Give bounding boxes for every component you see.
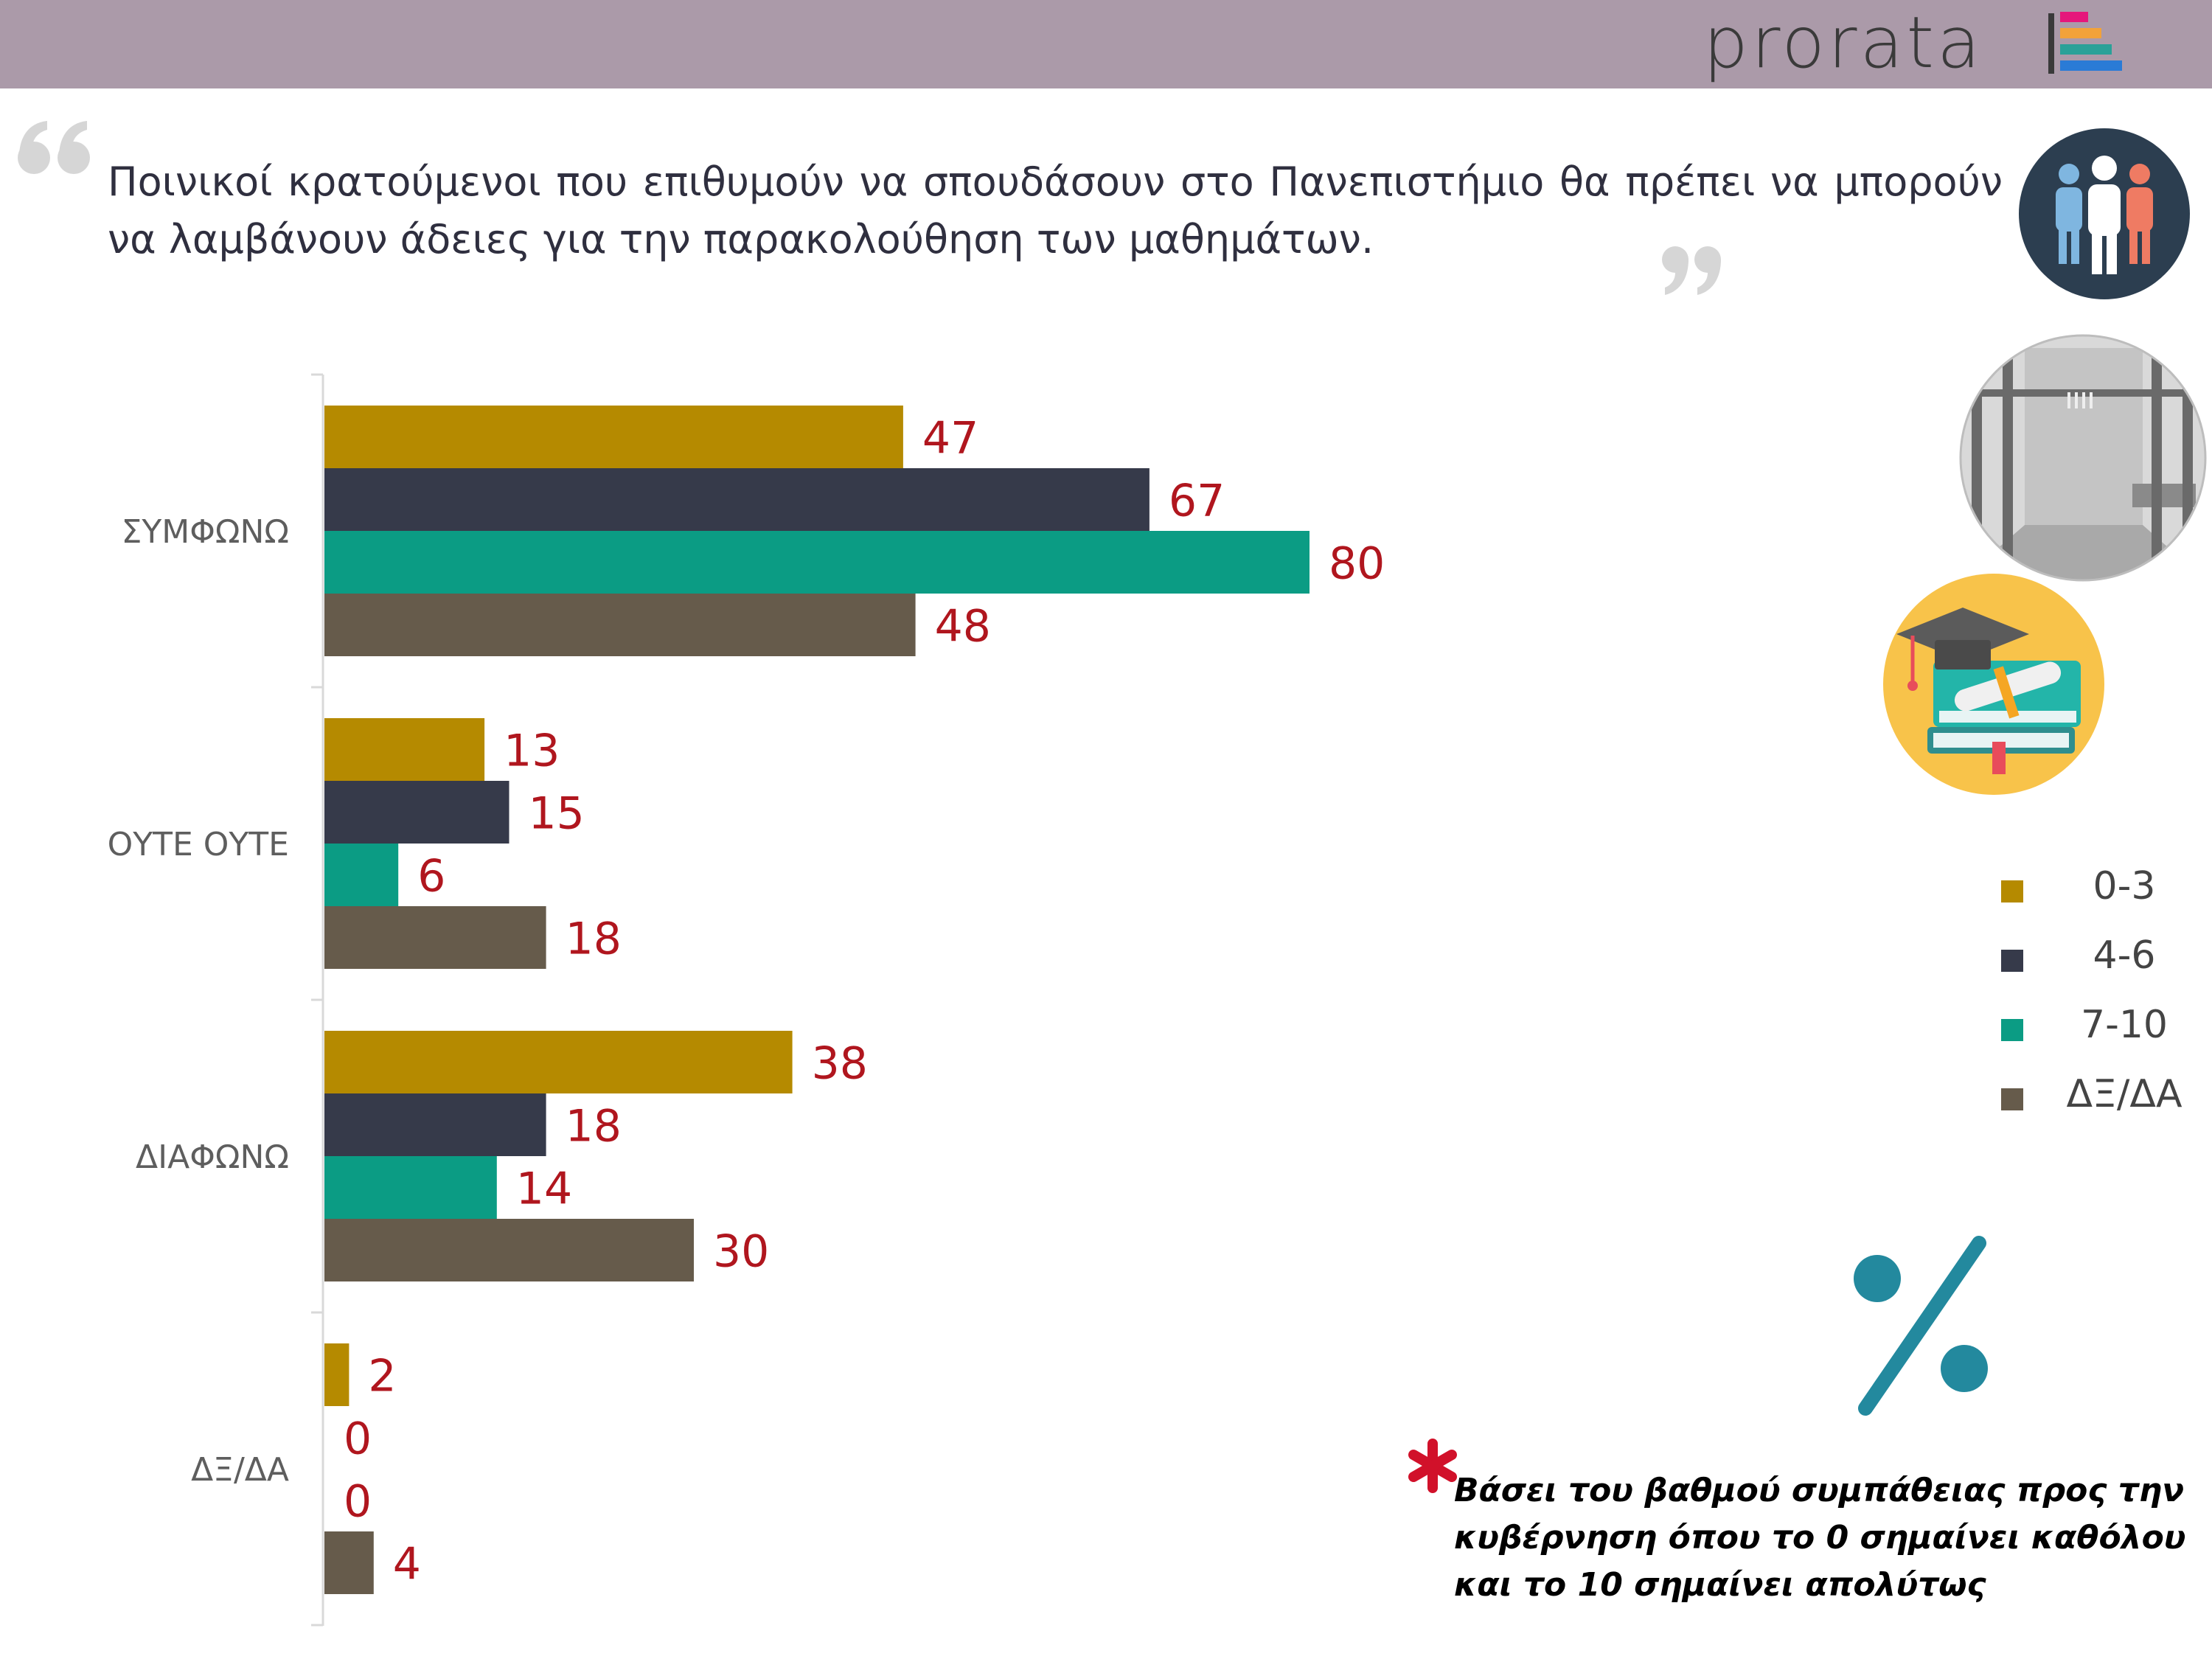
bar	[324, 906, 546, 969]
prorata-logo: prorata	[1703, 0, 2175, 88]
data-label: 67	[1169, 476, 1225, 527]
brand-bar-1	[2060, 12, 2088, 22]
bar	[324, 594, 916, 656]
category-label: ΔΙΑΦΩΝΩ	[136, 1138, 289, 1176]
data-label: 0	[344, 1413, 372, 1465]
data-label: 6	[417, 851, 445, 902]
graduation-books-icon	[1883, 574, 2104, 795]
legend-swatch	[2001, 950, 2023, 972]
legend-label: 7-10	[2080, 1003, 2168, 1047]
legend-swatch	[2001, 880, 2023, 902]
bar	[324, 468, 1150, 531]
bar	[324, 1093, 546, 1156]
legend-item: 7-10	[2001, 1003, 2208, 1072]
legend-swatch	[2001, 1019, 2023, 1041]
category-label: ΔΞ/ΔΑ	[191, 1451, 289, 1489]
brand-bar-4	[2060, 60, 2122, 71]
percent-icon	[1854, 1236, 1988, 1416]
bar	[324, 1531, 374, 1594]
data-label: 30	[713, 1226, 769, 1278]
bar	[324, 531, 1310, 594]
brand-bar-2	[2060, 28, 2101, 38]
data-label: 80	[1329, 538, 1385, 590]
quote-open-icon	[18, 121, 90, 174]
data-label: 14	[516, 1164, 572, 1215]
data-label: 48	[935, 601, 991, 653]
data-label: 4	[393, 1539, 421, 1590]
legend-label: ΔΞ/ΔΑ	[2066, 1072, 2183, 1116]
data-label: 13	[504, 726, 560, 777]
data-label: 18	[566, 914, 622, 965]
people-group-icon	[2019, 128, 2190, 299]
bar	[324, 1343, 349, 1406]
bar	[324, 1031, 793, 1093]
asterisk-icon	[1408, 1439, 1457, 1493]
chart-legend: 0-3 4-6 7-10 ΔΞ/ΔΑ	[2001, 864, 2208, 1141]
category-label: ΟΥΤΕ ΟΥΤΕ	[108, 826, 289, 863]
quote-close-icon	[1662, 246, 1721, 295]
bar-chart: ΣΥΜΦΩΝΩ 47 67 80 48 ΟΥΤΕ ΟΥΤΕ 13 15 6 18 ΔΙΑΦΩΝΩ 38…	[108, 373, 1385, 1627]
brand-color-bars	[2060, 12, 2122, 78]
bar	[324, 844, 399, 906]
legend-label: 4-6	[2093, 933, 2156, 978]
bar	[324, 406, 903, 468]
bar	[324, 1219, 694, 1281]
bar	[324, 718, 485, 781]
data-label: 0	[344, 1476, 372, 1528]
top-banner: prorata	[0, 0, 2212, 88]
headline-quote: Ποινικοί κρατούμενοι που επιθυμούν να σπ…	[108, 159, 2003, 262]
legend-item: 0-3	[2001, 864, 2208, 933]
legend-swatch	[2001, 1088, 2023, 1110]
data-label: 47	[922, 413, 978, 465]
category-label: ΣΥΜΦΩΝΩ	[122, 513, 289, 551]
data-label: 38	[812, 1038, 868, 1090]
data-label: 18	[566, 1101, 622, 1152]
bar	[324, 781, 509, 844]
footnote: Βάσει του βαθμού συμπάθειας προς την κυβ…	[1454, 1472, 2186, 1604]
data-label: 15	[529, 788, 585, 840]
legend-item: ΔΞ/ΔΑ	[2001, 1072, 2208, 1141]
bar	[324, 1156, 497, 1219]
data-label: 2	[368, 1351, 396, 1402]
brand-divider	[2048, 13, 2054, 74]
legend-item: 4-6	[2001, 933, 2208, 1003]
brand-name: prorata	[1703, 1, 1983, 84]
brand-bar-3	[2060, 44, 2112, 55]
prison-cell-icon	[1959, 334, 2207, 582]
legend-label: 0-3	[2093, 864, 2156, 908]
